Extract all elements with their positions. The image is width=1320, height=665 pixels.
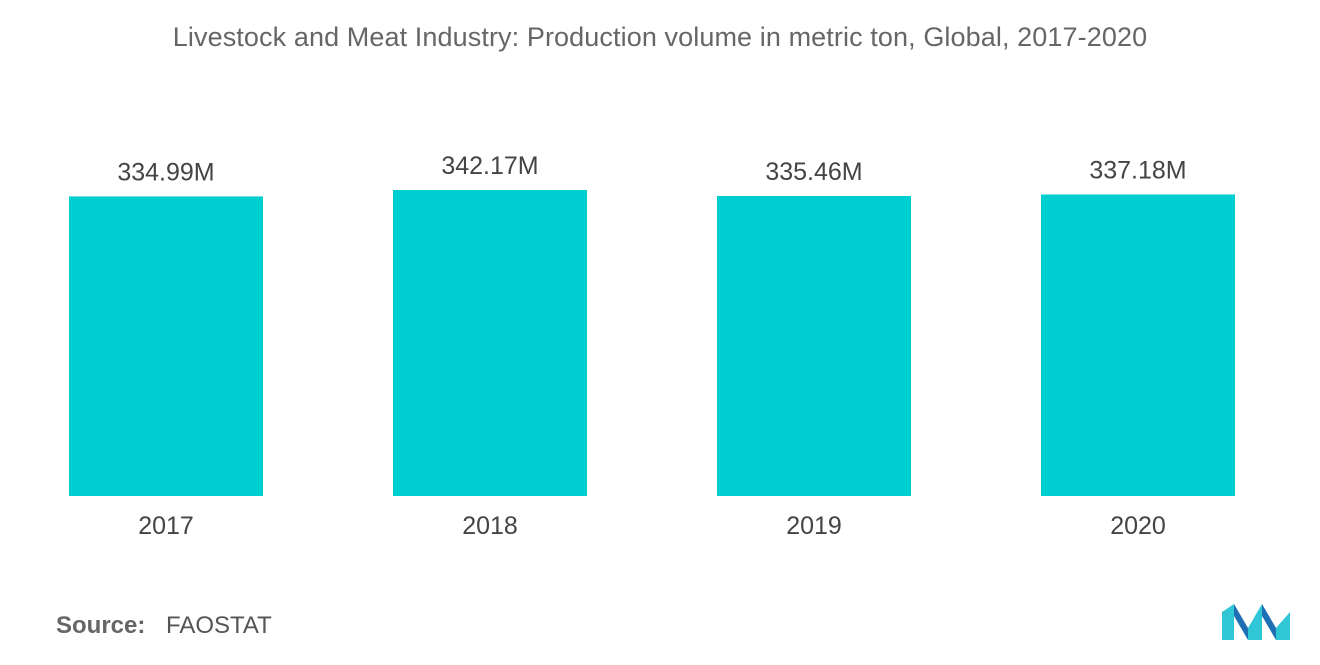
x-tick-label-2017: 2017	[138, 512, 194, 540]
bar-chart: 334.99M 2017 342.17M 2018 335.46M 2019 337.18M…	[69, 152, 1235, 540]
bar-2017	[69, 196, 263, 496]
data-label-2018: 342.17M	[441, 152, 538, 180]
source-note: Source: FAOSTAT	[56, 612, 272, 640]
data-label-2017: 334.99M	[117, 158, 214, 186]
logo-right-stroke	[1276, 612, 1290, 640]
x-tick-label-2020: 2020	[1110, 512, 1166, 540]
source-value: FAOSTAT	[166, 612, 272, 639]
chart-title: Livestock and Meat Industry: Production …	[172, 22, 1148, 52]
x-tick-label-2019: 2019	[786, 512, 842, 540]
brand-logo-icon	[1222, 604, 1290, 640]
x-tick-label-2018: 2018	[462, 512, 518, 540]
logo-right-diagonal	[1262, 604, 1276, 640]
data-label-2019: 335.46M	[765, 158, 862, 186]
data-label-2020: 337.18M	[1089, 156, 1186, 184]
source-label: Source:	[56, 612, 146, 639]
bar-2019	[717, 196, 911, 496]
logo-mid-stroke	[1248, 604, 1262, 640]
logo-left-diagonal	[1234, 604, 1248, 640]
bar-2018	[393, 190, 587, 496]
logo-left-stroke	[1222, 604, 1234, 640]
bar-2020	[1041, 194, 1235, 496]
